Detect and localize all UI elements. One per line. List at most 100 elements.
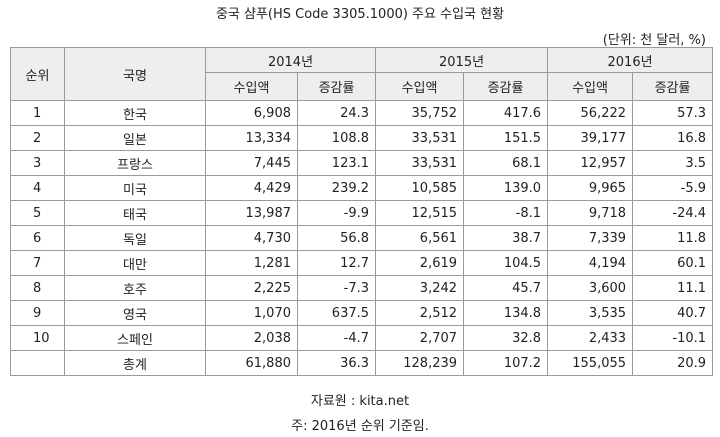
value-cell: 12,515 [375,200,465,226]
value-cell: -10.1 [632,325,714,351]
title: 중국 샴푸(HS Code 3305.1000) 주요 수입국 현황 [215,7,505,22]
country-cell: 대만 [64,250,206,276]
country-cell: 일본 [64,125,206,151]
value-cell: 9,718 [547,200,634,226]
value-cell: 10,585 [375,175,465,201]
country-cell: 미국 [64,175,206,201]
header-cell: 2014년 [204,47,377,73]
value-cell: 60.1 [632,250,714,276]
value-cell: -8.1 [463,200,549,226]
table-body: 1 한국 6,908 24.3 35,752 417.6 56,222 57.3 2 일본 13,3… [10,100,714,376]
value-cell: -9.9 [296,200,377,226]
value-cell: 107.2 [463,350,549,376]
value-cell: 24.3 [296,100,377,126]
rank-cell: 2 [10,125,65,151]
header-row: 순위 국명 2014년 2015년 2016년 [10,47,714,101]
value-cell: 139.0 [463,175,549,201]
value-cell: 2,619 [375,250,465,276]
country-cell: 영국 [64,300,206,326]
header-cell: 국명 [64,47,206,101]
value-cell: 123.1 [296,150,377,176]
table-row: 8 호주 2,225 -7.3 3,242 45.7 3,600 11.1 [10,275,714,301]
value-cell: 1,070 [205,300,298,326]
value-cell: 16.8 [632,125,714,151]
value-cell: 11.1 [632,275,714,301]
value-cell: 40.7 [632,300,714,326]
table-row: 7 대만 1,281 12.7 2,619 104.5 4,194 60.1 [10,250,714,276]
rank-cell: 6 [10,225,65,251]
country-cell: 스페인 [64,325,206,351]
value-cell: 61,880 [205,350,298,376]
value-cell: 2,707 [375,325,465,351]
value-cell: 4,429 [205,175,298,201]
value-cell: 3,600 [547,275,634,301]
value-cell: 12.7 [296,250,377,276]
country-cell: 독일 [64,225,206,251]
import-table: 순위 국명 2014년 2015년 2016년 수입액 증감률 수입액 증감률 … [10,47,714,376]
value-cell: 3,242 [375,275,465,301]
table-row: 1 한국 6,908 24.3 35,752 417.6 56,222 57.3 [10,100,714,126]
table-row: 3 프랑스 7,445 123.1 33,531 68.1 12,957 3.5 [10,150,714,176]
value-cell: 108.8 [296,125,377,151]
rank-cell: 5 [10,200,65,226]
value-cell: 7,339 [547,225,634,251]
value-cell: 57.3 [632,100,714,126]
value-cell: 151.5 [463,125,549,151]
header-cell: 증감률 [463,72,549,101]
value-cell: 12,957 [547,150,634,176]
country-cell: 태국 [64,200,206,226]
country-cell: 프랑스 [64,150,206,176]
total-row: 총계 61,880 36.3 128,239 107.2 155,055 20.9 [10,350,714,376]
value-cell: -24.4 [632,200,714,226]
value-cell: 33,531 [375,125,465,151]
rank-cell: 10 [10,325,65,351]
value-cell: 35,752 [375,100,465,126]
table-row: 9 영국 1,070 637.5 2,512 134.8 3,535 40.7 [10,300,714,326]
table-header: 순위 국명 2014년 2015년 2016년 수입액 증감률 수입액 증감률 … [10,47,714,101]
country-cell: 호주 [64,275,206,301]
table-row: 6 독일 4,730 56.8 6,561 38.7 7,339 11.8 [10,225,714,251]
header-cell: 수입액 [547,72,634,101]
value-cell: 39,177 [547,125,634,151]
header-cell: 수입액 [375,72,465,101]
value-cell: 6,908 [205,100,298,126]
value-cell: 2,225 [205,275,298,301]
value-cell: 2,038 [205,325,298,351]
value-cell: 4,730 [205,225,298,251]
value-cell: 56,222 [547,100,634,126]
value-cell: 417.6 [463,100,549,126]
value-cell: 56.8 [296,225,377,251]
value-cell: -4.7 [296,325,377,351]
value-cell: 45.7 [463,275,549,301]
rank-cell: 3 [10,150,65,176]
value-cell: 20.9 [632,350,714,376]
country-cell: 한국 [64,100,206,126]
total-label: 총계 [64,350,206,376]
value-cell: 1,281 [205,250,298,276]
value-cell: 38.7 [463,225,549,251]
rank-cell: 7 [10,250,65,276]
header-cell: 2015년 [375,47,549,73]
value-cell: 68.1 [463,150,549,176]
value-cell: 239.2 [296,175,377,201]
value-cell: 134.8 [463,300,549,326]
value-cell: 36.3 [296,350,377,376]
header-cell: 순위 [10,47,65,101]
value-cell: 13,334 [205,125,298,151]
rank-cell: 8 [10,275,65,301]
value-cell: 104.5 [463,250,549,276]
value-cell: 33,531 [375,150,465,176]
header-cell: 2016년 [547,47,714,73]
value-cell: 7,445 [205,150,298,176]
table-row: 2 일본 13,334 108.8 33,531 151.5 39,177 16.8 [10,125,714,151]
value-cell: 3.5 [632,150,714,176]
value-cell: 11.8 [632,225,714,251]
table-row: 10 스페인 2,038 -4.7 2,707 32.8 2,433 -10.1 [10,325,714,351]
empty-cell [10,350,65,376]
value-cell: 32.8 [463,325,549,351]
value-cell: 128,239 [375,350,465,376]
value-cell: 637.5 [296,300,377,326]
header-row: 수입액 증감률 수입액 증감률 수입액 증감률 [11,72,714,101]
header-cell: 수입액 [205,72,298,101]
